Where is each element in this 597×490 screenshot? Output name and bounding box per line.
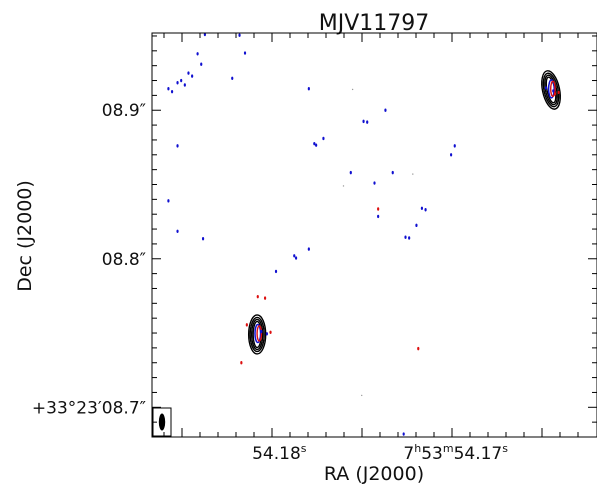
x-tick-hours-unit: h — [414, 442, 421, 455]
data-point — [307, 86, 310, 91]
x-axis-label: RA (J2000) — [324, 463, 424, 485]
data-point — [201, 237, 205, 241]
data-point — [263, 296, 267, 300]
data-point — [265, 332, 268, 336]
contour-ring — [250, 318, 264, 351]
y-tick-label: 08.8″ — [102, 250, 146, 270]
data-point — [245, 323, 248, 327]
tick-layer — [152, 33, 597, 437]
data-point — [342, 185, 345, 187]
data-point — [553, 92, 557, 96]
data-point — [167, 86, 170, 91]
blue-contour — [254, 323, 262, 344]
data-point — [176, 229, 179, 233]
data-point — [449, 153, 453, 157]
x-tick-value: 54.18 — [252, 444, 301, 464]
data-point — [544, 86, 548, 90]
data-point — [231, 76, 234, 81]
data-point — [203, 32, 206, 37]
contour-layer — [247, 70, 561, 355]
data-point — [557, 90, 560, 95]
data-point — [366, 120, 369, 124]
data-point — [238, 33, 241, 37]
data-point — [377, 207, 380, 211]
data-point — [260, 329, 263, 334]
data-point — [453, 144, 456, 148]
beam-layer — [152, 407, 172, 437]
x-tick-label: 54.18s — [252, 442, 307, 464]
data-point — [362, 119, 365, 124]
data-point — [391, 170, 394, 175]
x-tick-minutes: 53 — [421, 444, 443, 464]
data-point — [167, 199, 170, 203]
x-tick-seconds-unit: s — [502, 442, 508, 455]
data-point — [361, 394, 363, 397]
x-tick-label: 7h53m54.17s — [403, 442, 508, 464]
red-contour — [256, 325, 263, 342]
data-point — [424, 208, 427, 212]
data-point — [187, 71, 190, 75]
data-point — [408, 236, 411, 240]
data-point — [420, 206, 424, 210]
data-point — [402, 432, 405, 436]
x-tick-minutes-unit: m — [443, 442, 454, 455]
data-point — [322, 136, 325, 141]
data-point — [180, 78, 183, 83]
data-point — [417, 346, 420, 351]
data-point — [243, 51, 247, 55]
data-point — [313, 141, 316, 146]
data-point — [404, 235, 407, 239]
data-point — [176, 144, 179, 148]
data-point — [349, 170, 352, 175]
beam-ellipse — [158, 413, 166, 431]
data-point — [200, 62, 203, 66]
data-point — [256, 294, 259, 299]
data-point — [274, 269, 278, 274]
y-axis-label: Dec (J2000) — [14, 180, 36, 292]
contour-ring — [542, 72, 560, 108]
data-point — [269, 330, 272, 334]
y-tick-label: +33°23′08.7″ — [32, 398, 146, 418]
plot-frame — [151, 32, 597, 438]
data-point — [373, 181, 376, 185]
data-point — [315, 143, 318, 147]
tick-label-layer: 08.9″08.8″+33°23′08.7″54.18s 7h53m54.17s — [32, 101, 508, 464]
red-contour — [550, 80, 556, 98]
contour-ring — [544, 74, 558, 106]
blue-contour — [547, 79, 555, 99]
data-point — [293, 254, 296, 258]
data-point — [412, 173, 414, 175]
contour-ring — [247, 314, 267, 355]
x-tick-hours: 7 — [403, 444, 414, 464]
data-point — [377, 214, 380, 219]
x-tick-unit: s — [301, 442, 307, 455]
points-layer — [167, 32, 560, 436]
data-point — [170, 89, 174, 94]
data-point — [384, 108, 387, 112]
data-point — [176, 81, 179, 85]
data-point — [307, 247, 310, 251]
x-tick-seconds: 54.17 — [454, 444, 503, 464]
data-point — [351, 88, 354, 91]
data-point — [294, 256, 298, 260]
data-point — [552, 89, 555, 93]
y-tick-label: 08.9″ — [102, 101, 146, 121]
data-point — [415, 223, 418, 228]
contour-ring — [541, 70, 561, 110]
data-point — [191, 74, 194, 78]
data-point — [196, 52, 199, 56]
chart-title: MJV11797 — [319, 11, 430, 36]
contour-ring — [249, 316, 265, 353]
data-point — [240, 361, 243, 365]
data-point — [183, 83, 186, 87]
